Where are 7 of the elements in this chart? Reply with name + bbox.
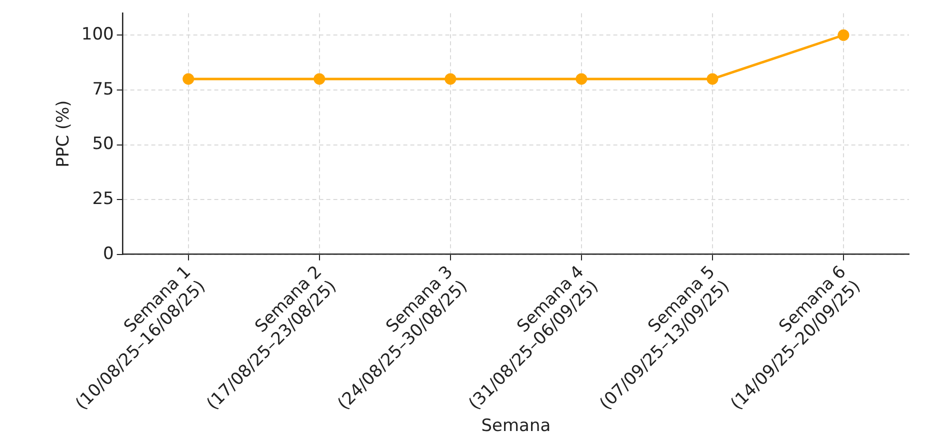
y-axis-title: PPC (%) bbox=[54, 100, 74, 168]
y-tick-label: 75 bbox=[92, 79, 114, 100]
y-tick-label: 0 bbox=[103, 244, 114, 264]
x-axis-title: Semana bbox=[481, 416, 551, 436]
y-tick-label: 25 bbox=[92, 188, 114, 209]
y-tick-label: 50 bbox=[92, 134, 114, 154]
y-tick-label: 100 bbox=[81, 24, 114, 45]
